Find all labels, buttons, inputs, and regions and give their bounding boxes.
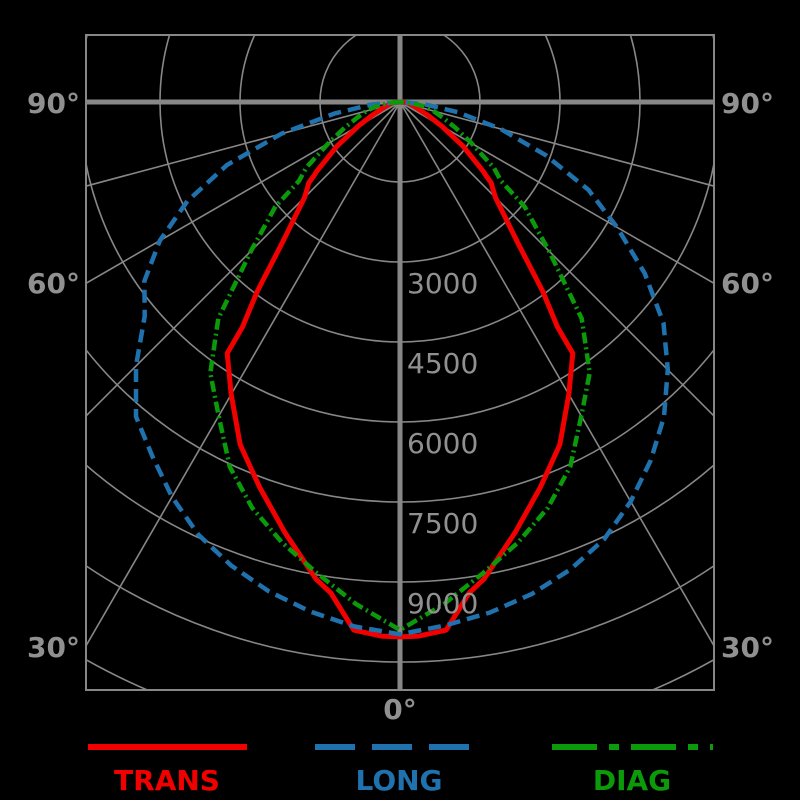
ring-labels: 3000 4500 6000 7500 9000 <box>407 267 478 620</box>
legend-label-trans: TRANS <box>114 764 220 797</box>
ring-label-3000: 3000 <box>407 267 478 300</box>
grid-ray-30deg <box>399 101 714 648</box>
legend-item-diag: DIAG <box>552 744 713 797</box>
legend-item-trans: TRANS <box>88 744 247 797</box>
ring-label-7500: 7500 <box>407 507 478 540</box>
curves <box>133 99 671 640</box>
grid-ray-75deg <box>399 101 714 187</box>
angle-label-6-0deg: 0° <box>383 693 416 726</box>
ring-label-9000: 9000 <box>407 587 478 620</box>
curve-long <box>133 99 671 637</box>
ring-label-4500: 4500 <box>407 347 478 380</box>
plot-border <box>85 34 715 691</box>
angle-labels: 90° 90° 60° 60° 30° 30° 0° <box>27 87 774 726</box>
angle-label-1-90deg: 90° <box>721 87 774 120</box>
ring-label-6000: 6000 <box>407 427 478 460</box>
angle-label-2-60deg: 60° <box>27 267 80 300</box>
curve-trans <box>224 99 576 640</box>
legend: TRANS LONG DIAG <box>88 744 713 797</box>
angle-label-0-90deg: 90° <box>27 87 80 120</box>
grid-ray--60deg <box>86 101 401 285</box>
legend-item-long: LONG <box>315 744 483 797</box>
angle-label-3-60deg: 60° <box>721 267 774 300</box>
legend-label-diag: DIAG <box>593 764 671 797</box>
angle-label-5-30deg: 30° <box>721 631 774 664</box>
grid-ray--30deg <box>86 101 401 648</box>
legend-label-long: LONG <box>355 764 442 797</box>
angle-label-4-30deg: 30° <box>27 631 80 664</box>
grid-ray-60deg <box>399 101 714 285</box>
grid-ray--45deg <box>86 101 401 418</box>
